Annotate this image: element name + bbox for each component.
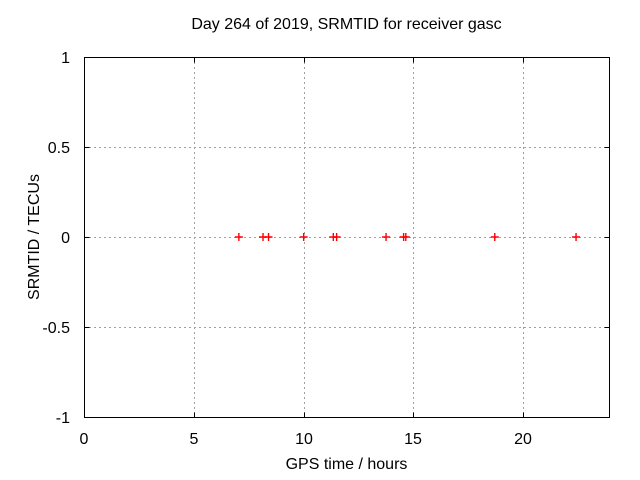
data-point [382,233,391,241]
data-point [332,233,341,241]
x-tick-label: 10 [295,431,313,448]
data-point [572,233,581,241]
y-tick-label: 0.5 [48,140,70,157]
x-axis-label: GPS time / hours [285,456,408,473]
y-tick-label: 1 [61,50,70,67]
y-tick-label: -0.5 [42,320,70,337]
x-tick-label: 0 [80,431,89,448]
data-point [234,233,243,241]
x-tick-label: 20 [514,431,532,448]
data-point [299,233,308,241]
x-tick-label: 5 [190,431,199,448]
data-point [264,233,273,241]
data-point [401,233,410,241]
y-tick-label: 0 [61,230,70,247]
y-tick-label: -1 [56,410,70,427]
chart-title: Day 264 of 2019, SRMTID for receiver gas… [191,16,502,33]
x-tick-label: 15 [404,431,422,448]
data-point [490,233,499,241]
